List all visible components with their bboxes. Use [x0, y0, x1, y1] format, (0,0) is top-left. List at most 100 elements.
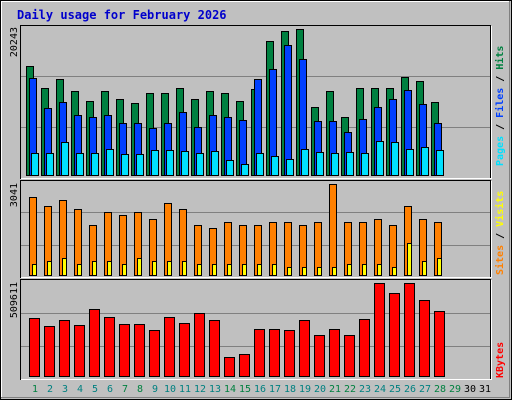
day-label: 22: [344, 384, 356, 395]
day-label: 27: [419, 384, 431, 395]
day-label: 21: [329, 384, 341, 395]
day-label: 26: [404, 384, 416, 395]
sites-visits-visits-bar: [107, 261, 112, 276]
hits-files-pages-pages-bar: [226, 160, 234, 176]
hits-files-pages-pages-bar: [76, 153, 84, 176]
legend-hits: Hits: [494, 46, 506, 70]
day-label: 14: [224, 384, 236, 395]
kbytes-kbytes-bar: [224, 357, 235, 377]
legend-kbytes-text: KBytes: [495, 342, 506, 378]
hits-files-pages-pages-bar: [166, 150, 174, 176]
kbytes-kbytes-bar: [134, 324, 145, 377]
kbytes-kbytes-bar: [59, 320, 70, 377]
kbytes-kbytes-bar: [239, 354, 250, 377]
sites-visits-visits-bar: [212, 264, 217, 276]
hits-files-pages-pages-bar: [331, 153, 339, 176]
hits-files-pages-pages-bar: [136, 154, 144, 176]
kbytes-kbytes-bar: [389, 293, 400, 377]
day-label: 1: [32, 384, 38, 395]
day-label: 31: [479, 384, 491, 395]
kbytes-kbytes-bar: [299, 320, 310, 377]
day-label: 15: [239, 384, 251, 395]
legend-hits-files-pages: Pages / Files / Hits: [494, 46, 506, 166]
day-label: 12: [194, 384, 206, 395]
sites-visits-visits-bar: [317, 267, 322, 276]
hits-files-pages-pages-bar: [211, 151, 219, 176]
hits-files-pages-pages-bar: [91, 153, 99, 176]
sites-visits-visits-bar: [422, 261, 427, 276]
kbytes-kbytes-bar: [314, 335, 325, 377]
sites-visits-visits-bar: [362, 264, 367, 276]
sites-visits-visits-bar: [407, 243, 412, 276]
sites-visits-visits-bar: [287, 267, 292, 276]
hits-files-pages-pages-bar: [376, 141, 384, 176]
sites-visits-visits-bar: [182, 261, 187, 276]
sites-visits-visits-bar: [77, 264, 82, 276]
hits-files-pages-pages-bar: [346, 152, 354, 176]
legend-sep-2: /: [495, 70, 506, 88]
hits-files-pages-pages-bar: [46, 153, 54, 176]
sites-visits-visits-bar: [242, 264, 247, 276]
kbytes-kbytes-bar: [434, 311, 445, 377]
kbytes-kbytes-bar: [404, 283, 415, 377]
panel-frames: [20, 25, 492, 380]
hits-files-pages-pages-bar: [256, 153, 264, 176]
chart-title: Daily usage for February 2026: [17, 8, 227, 22]
sites-visits-visits-bar: [62, 258, 67, 276]
kbytes-kbytes-bar: [74, 325, 85, 377]
hits-files-pages-pages-bar: [241, 164, 249, 176]
day-label: 28: [434, 384, 446, 395]
sites-visits-visits-bar: [272, 264, 277, 276]
legend-visits: Visits: [494, 191, 506, 227]
legend-kbytes: KBytes: [495, 342, 506, 378]
day-label: 13: [209, 384, 221, 395]
bar-marks: [26, 29, 445, 377]
legend-sites: Sites: [494, 245, 506, 275]
kbytes-kbytes-bar: [284, 330, 295, 377]
sites-visits-visits-bar: [152, 261, 157, 276]
day-label: 16: [254, 384, 266, 395]
kbytes-kbytes-bar: [419, 300, 430, 377]
legend-sep-3: /: [495, 227, 506, 245]
kbytes-kbytes-bar: [209, 320, 220, 377]
day-label: 25: [389, 384, 401, 395]
hits-files-pages-pages-bar: [121, 154, 129, 176]
sites-visits-visits-bar: [437, 258, 442, 276]
sites-visits-visits-bar: [347, 264, 352, 276]
kbytes-max-label: 509611: [9, 282, 20, 318]
hits-files-pages-pages-bar: [151, 150, 159, 176]
sites-visits-visits-bar: [167, 261, 172, 276]
day-label: 3: [62, 384, 68, 395]
legend-sites-visits: Sites / Visits: [494, 191, 506, 275]
legend-files: Files: [494, 88, 506, 118]
day-label: 11: [179, 384, 191, 395]
sites-visits-visits-bar: [302, 267, 307, 276]
hits-files-pages-pages-bar: [391, 142, 399, 176]
sites-visits-visits-bar: [332, 267, 337, 276]
day-label: 19: [299, 384, 311, 395]
sites-visits-visits-bar: [122, 264, 127, 276]
sites-visits-visits-bar: [47, 261, 52, 276]
kbytes-kbytes-bar: [359, 319, 370, 377]
sites-visits-visits-bar: [92, 261, 97, 276]
kbytes-kbytes-bar: [149, 330, 160, 377]
kbytes-kbytes-bar: [329, 329, 340, 377]
day-label: 24: [374, 384, 386, 395]
hits-files-pages-pages-bar: [181, 151, 189, 176]
day-label: 30: [464, 384, 476, 395]
hits-files-pages-pages-bar: [436, 150, 444, 176]
kbytes-kbytes-bar: [89, 309, 100, 377]
sites-visits-visits-bar: [137, 258, 142, 276]
kbytes-kbytes-bar: [29, 318, 40, 377]
day-label: 6: [107, 384, 113, 395]
hits-files-pages-pages-bar: [421, 147, 429, 176]
kbytes-kbytes-bar: [254, 329, 265, 377]
day-label: 20: [314, 384, 326, 395]
sites-visits-sites-bar: [329, 184, 337, 276]
day-label: 10: [164, 384, 176, 395]
kbytes-kbytes-bar: [374, 283, 385, 377]
day-label: 17: [269, 384, 281, 395]
kbytes-kbytes-bar: [194, 313, 205, 377]
sites-visits-visits-bar: [257, 264, 262, 276]
